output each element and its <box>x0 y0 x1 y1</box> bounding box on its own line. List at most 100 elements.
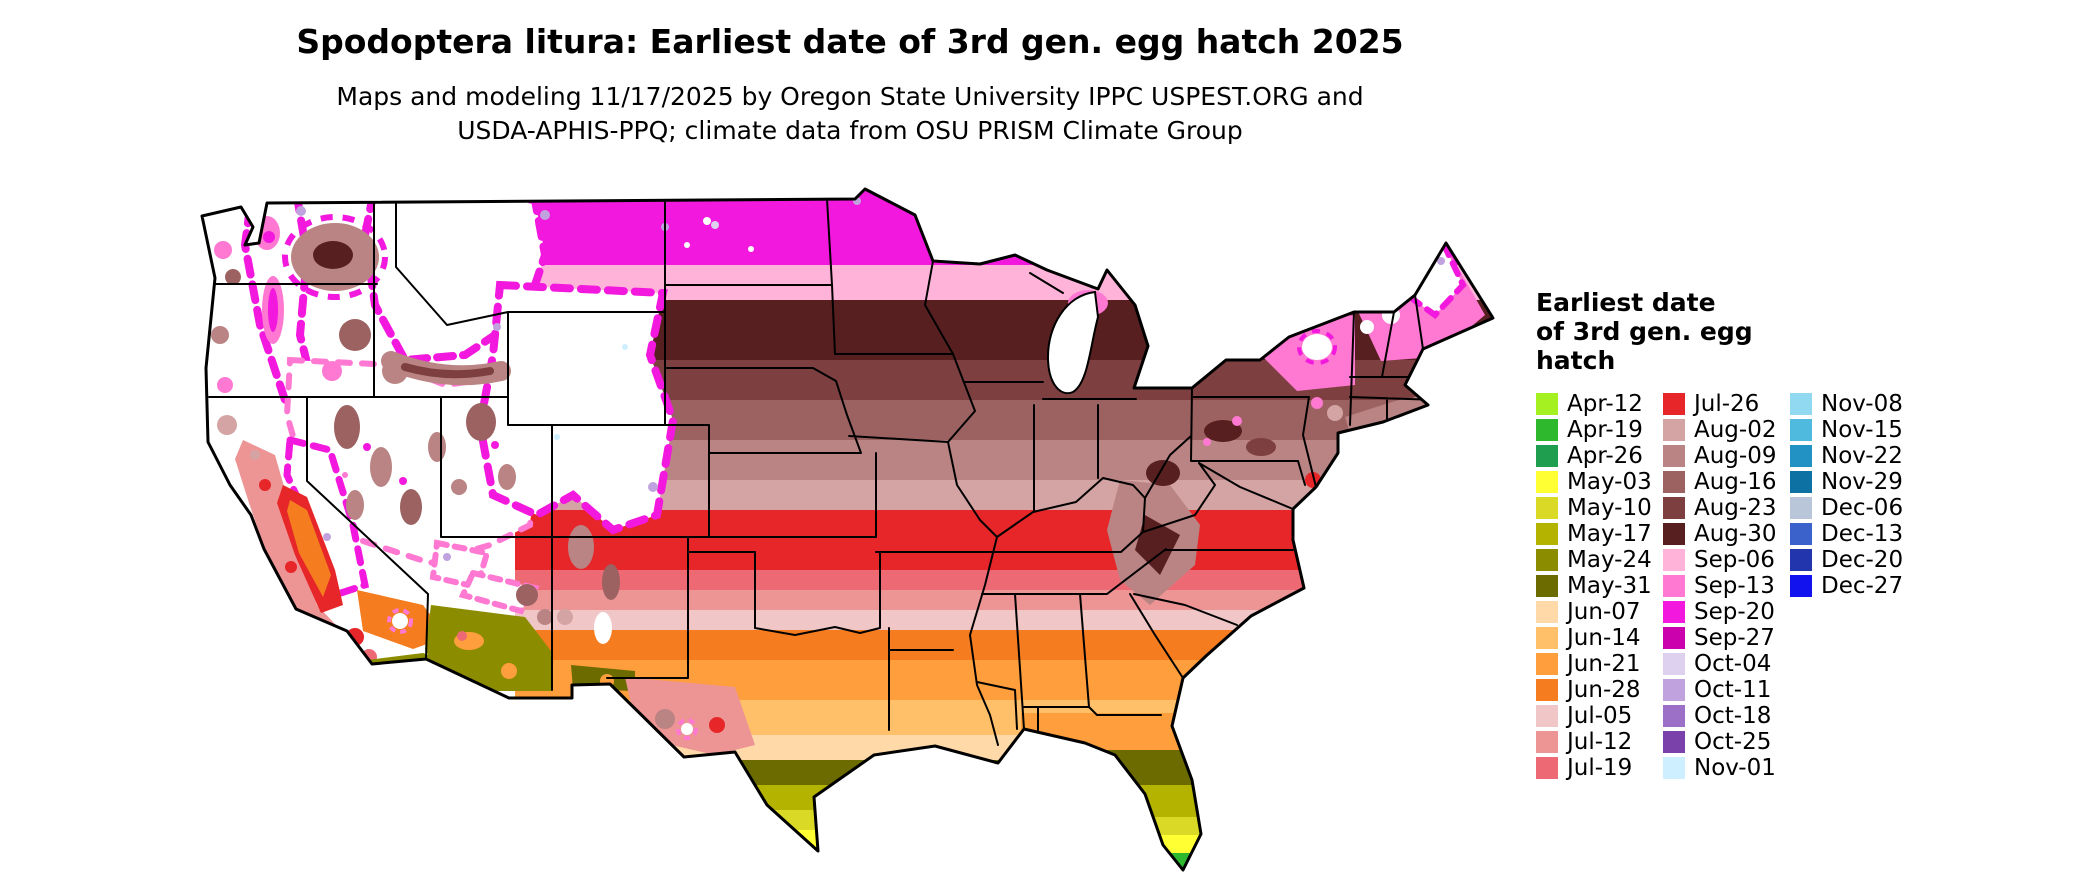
legend-swatch <box>1790 393 1812 415</box>
legend-swatch <box>1536 601 1558 623</box>
legend-swatch <box>1536 653 1558 675</box>
legend-title-line-2: of 3rd gen. egg <box>1536 317 1753 346</box>
map-florida <box>1021 713 1211 870</box>
page-subtitle: Maps and modeling 11/17/2025 by Oregon S… <box>0 80 1700 148</box>
legend-label: Jun-21 <box>1567 651 1641 677</box>
legend-label: Nov-15 <box>1821 417 1903 443</box>
legend-swatch <box>1663 601 1685 623</box>
legend-entry: Aug-16 <box>1663 469 1790 495</box>
legend-label: May-31 <box>1567 573 1652 599</box>
legend: Earliest date of 3rd gen. egg hatch Apr-… <box>1536 288 1976 781</box>
state-borders <box>208 198 1441 746</box>
legend-label: Apr-12 <box>1567 391 1643 417</box>
legend-label: Nov-29 <box>1821 469 1903 495</box>
legend-label: Oct-11 <box>1694 677 1772 703</box>
legend-label: Dec-20 <box>1821 547 1904 573</box>
legend-label: Apr-19 <box>1567 417 1643 443</box>
legend-entry: Aug-09 <box>1663 443 1790 469</box>
legend-entry: Sep-06 <box>1663 547 1790 573</box>
legend-entry: Jun-14 <box>1536 625 1663 651</box>
legend-entry: Apr-12 <box>1536 391 1663 417</box>
legend-label: Jul-26 <box>1694 391 1760 417</box>
legend-swatch <box>1536 679 1558 701</box>
legend-entry: Oct-18 <box>1663 703 1790 729</box>
legend-swatch <box>1536 627 1558 649</box>
us-outline <box>200 187 1495 872</box>
legend-swatch <box>1663 653 1685 675</box>
legend-entry: Nov-22 <box>1790 443 1903 469</box>
legend-entry: May-31 <box>1536 573 1663 599</box>
legend-entry: Jun-28 <box>1536 677 1663 703</box>
legend-label: Jul-12 <box>1567 729 1633 755</box>
page-title: Spodoptera litura: Earliest date of 3rd … <box>296 22 1404 61</box>
us-map-svg <box>200 187 1495 872</box>
subtitle-line-1: Maps and modeling 11/17/2025 by Oregon S… <box>336 82 1364 111</box>
legend-entry: Sep-13 <box>1663 573 1790 599</box>
legend-swatch <box>1536 523 1558 545</box>
legend-label: May-10 <box>1567 495 1652 521</box>
legend-swatch <box>1663 757 1685 779</box>
legend-entry: Dec-13 <box>1790 521 1903 547</box>
legend-entry: Jun-21 <box>1536 651 1663 677</box>
legend-swatch <box>1663 471 1685 493</box>
legend-swatch <box>1790 445 1812 467</box>
legend-swatch <box>1790 575 1812 597</box>
legend-swatch <box>1536 705 1558 727</box>
legend-title-line-3: hatch <box>1536 346 1616 375</box>
legend-entry: Dec-06 <box>1790 495 1903 521</box>
legend-label: Oct-25 <box>1694 729 1772 755</box>
legend-swatch <box>1536 471 1558 493</box>
legend-swatch <box>1663 575 1685 597</box>
legend-label: Dec-13 <box>1821 521 1904 547</box>
legend-entry: Jul-05 <box>1536 703 1663 729</box>
legend-swatch <box>1663 393 1685 415</box>
legend-swatch <box>1663 705 1685 727</box>
legend-label: Jul-19 <box>1567 755 1633 781</box>
legend-label: Dec-06 <box>1821 495 1904 521</box>
legend-entry: Nov-29 <box>1790 469 1903 495</box>
legend-swatch <box>1536 419 1558 441</box>
legend-swatch <box>1663 627 1685 649</box>
legend-label: Sep-06 <box>1694 547 1775 573</box>
legend-swatch <box>1663 549 1685 571</box>
map-fill-layers <box>202 189 1493 870</box>
legend-swatch <box>1790 523 1812 545</box>
legend-swatch <box>1536 549 1558 571</box>
legend-swatch <box>1663 419 1685 441</box>
legend-swatch <box>1536 393 1558 415</box>
legend-column-2: Jul-26 Aug-02 Aug-09 Aug-16 Aug-23 Aug-30 Sep-… <box>1663 391 1790 781</box>
legend-swatch <box>1536 497 1558 519</box>
legend-columns: Apr-12 Apr-19 Apr-26 May-03 May-10 May-17 May-… <box>1536 391 1976 781</box>
legend-swatch <box>1790 471 1812 493</box>
legend-label: Nov-22 <box>1821 443 1903 469</box>
legend-entry: May-17 <box>1536 521 1663 547</box>
legend-swatch <box>1790 419 1812 441</box>
legend-swatch <box>1663 445 1685 467</box>
legend-label: Oct-18 <box>1694 703 1772 729</box>
legend-swatch <box>1536 445 1558 467</box>
legend-swatch <box>1536 731 1558 753</box>
lake-michigan <box>1046 290 1100 395</box>
legend-label: Nov-08 <box>1821 391 1903 417</box>
legend-label: Aug-30 <box>1694 521 1777 547</box>
legend-entry: Dec-27 <box>1790 573 1903 599</box>
legend-label: Sep-13 <box>1694 573 1775 599</box>
legend-entry: Sep-20 <box>1663 599 1790 625</box>
legend-entry: Jul-12 <box>1536 729 1663 755</box>
legend-column-3: Nov-08 Nov-15 Nov-22 Nov-29 Dec-06 Dec-13 Dec-… <box>1790 391 1903 781</box>
subtitle-line-2: USDA-APHIS-PPQ; climate data from OSU PR… <box>457 116 1243 145</box>
legend-entry: Aug-02 <box>1663 417 1790 443</box>
legend-label: Aug-02 <box>1694 417 1777 443</box>
legend-entry: Jul-26 <box>1663 391 1790 417</box>
legend-label: Aug-23 <box>1694 495 1777 521</box>
legend-title-line-1: Earliest date <box>1536 288 1716 317</box>
legend-swatch <box>1536 575 1558 597</box>
legend-entry: Apr-19 <box>1536 417 1663 443</box>
legend-swatch <box>1663 497 1685 519</box>
legend-label: Sep-20 <box>1694 599 1775 625</box>
legend-label: May-17 <box>1567 521 1652 547</box>
legend-column-1: Apr-12 Apr-19 Apr-26 May-03 May-10 May-17 May-… <box>1536 391 1663 781</box>
legend-entry: Oct-11 <box>1663 677 1790 703</box>
legend-label: Nov-01 <box>1694 755 1776 781</box>
legend-title: Earliest date of 3rd gen. egg hatch <box>1536 288 1976 375</box>
